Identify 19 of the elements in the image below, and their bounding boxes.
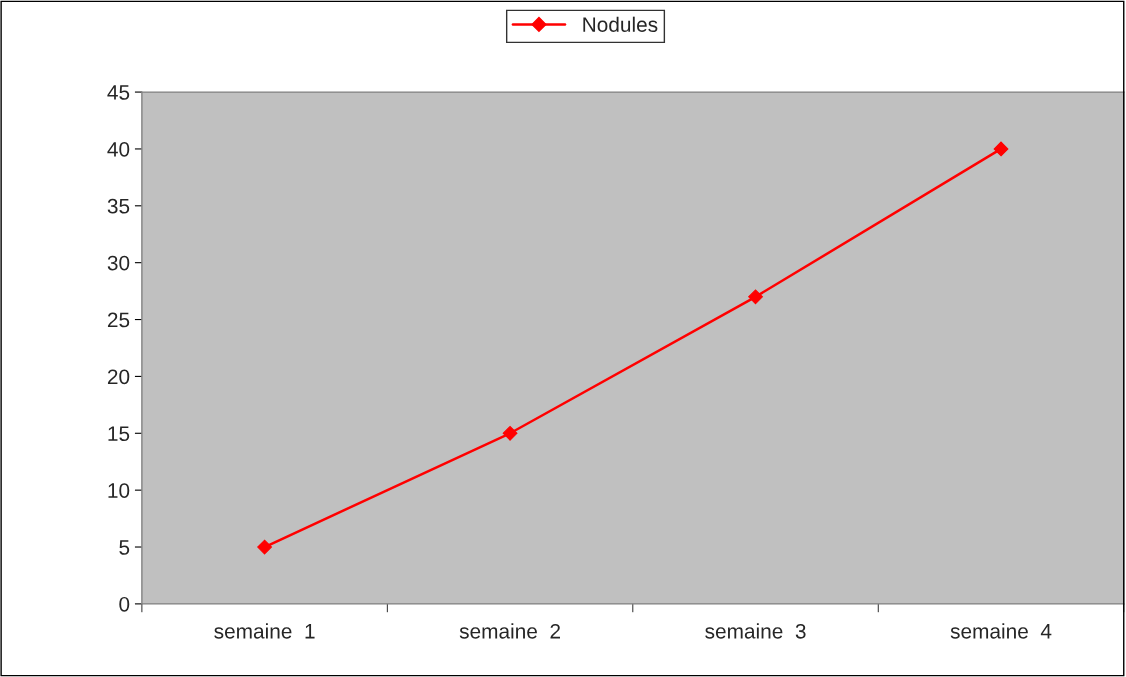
x-tick-label: semaine 2 xyxy=(459,623,560,639)
x-tick-label: semaine 4 xyxy=(950,623,1052,639)
legend-label: Nodules xyxy=(583,16,658,32)
y-tick-label: 15 xyxy=(108,426,130,442)
point xyxy=(748,289,763,305)
y-tick-label: 30 xyxy=(107,255,130,271)
x-tick-label: semaine 3 xyxy=(705,623,806,639)
y-tick-label: 35 xyxy=(107,198,130,214)
point xyxy=(502,425,518,441)
x-tick-label: semaine 1 xyxy=(214,623,315,639)
point xyxy=(257,539,272,555)
y-tick-label: 10 xyxy=(108,483,130,498)
point xyxy=(993,141,1009,157)
y-tick-label: 0 xyxy=(119,596,130,612)
y-tick-label: 45 xyxy=(107,85,130,100)
y-tick-label: 20 xyxy=(107,369,130,385)
y-tick-label: 25 xyxy=(107,312,130,328)
y-tick-label: 40 xyxy=(107,141,130,157)
y-tick-label: 5 xyxy=(119,540,130,555)
